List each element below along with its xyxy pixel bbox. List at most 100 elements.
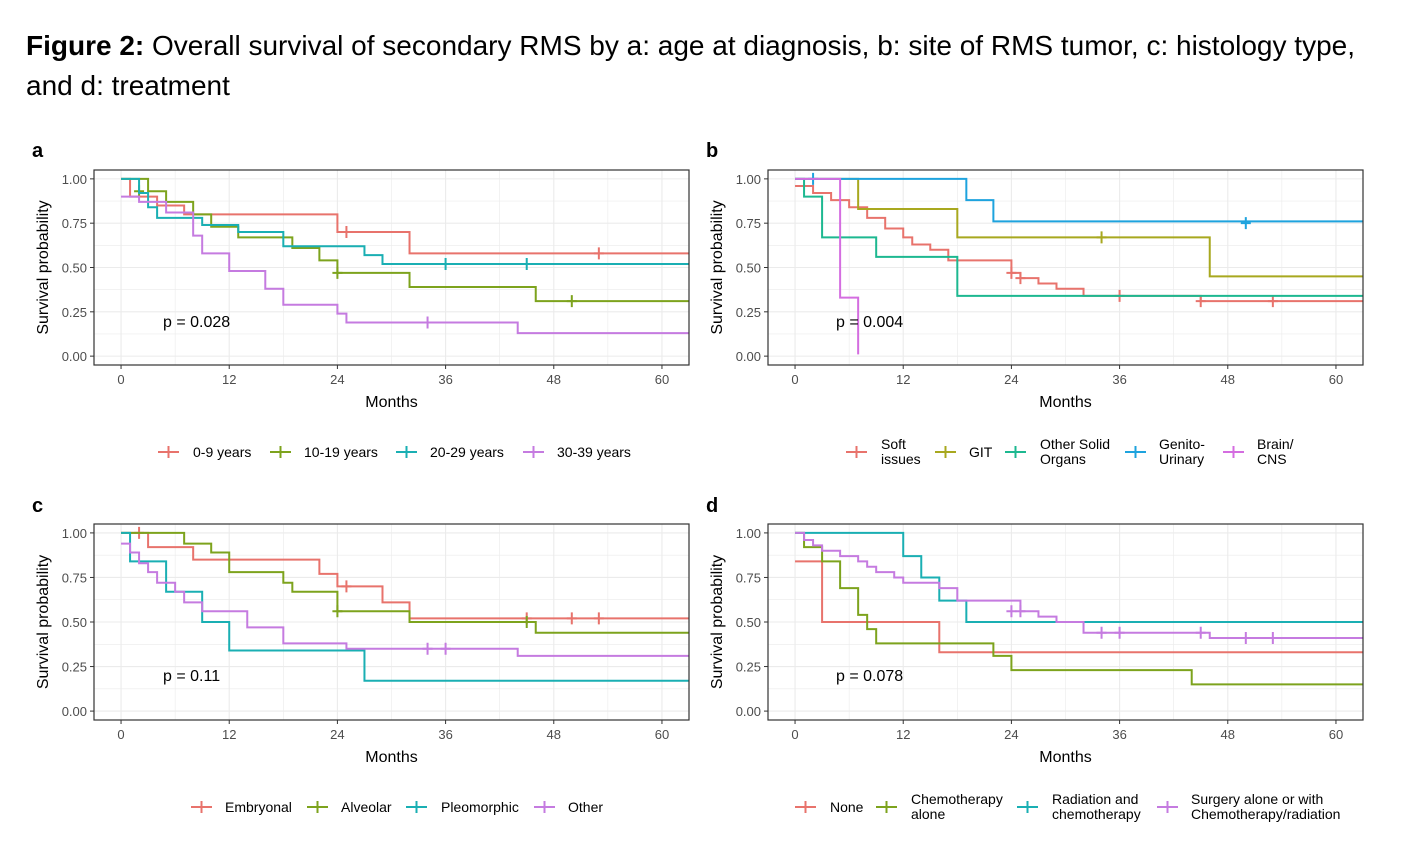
legend: 0-9 years 10-19 years 20-29 years 30-39 yea… bbox=[158, 444, 631, 460]
x-tick-label: 24 bbox=[330, 372, 344, 387]
y-tick-label: 0.75 bbox=[62, 216, 87, 231]
censor-mark bbox=[593, 247, 604, 260]
caption-label: Figure 2: bbox=[26, 30, 145, 61]
gridlines bbox=[94, 524, 689, 720]
survival-curve bbox=[121, 531, 689, 634]
legend-item-2: 10-19 years bbox=[270, 444, 378, 460]
survival-curve bbox=[121, 531, 689, 620]
censor-mark bbox=[566, 612, 577, 625]
x-tick-label: 12 bbox=[896, 372, 910, 387]
y-tick-label: 0.00 bbox=[62, 704, 87, 719]
legend-label: Other bbox=[568, 799, 603, 815]
legend-item-4: Surgery alone or with Chemotherapy/radiat… bbox=[1157, 791, 1340, 822]
legend-item-1: Embryonal bbox=[191, 799, 292, 815]
censor-mark bbox=[1267, 632, 1278, 645]
censor-mark bbox=[593, 612, 604, 625]
y-tick-label: 0.50 bbox=[736, 261, 761, 276]
series-4-group bbox=[121, 542, 689, 657]
x-axis-title: Months bbox=[1039, 749, 1091, 766]
survival-curve bbox=[795, 177, 1363, 297]
legend-item-2: GIT bbox=[935, 444, 993, 460]
x-tick-label: 48 bbox=[547, 727, 561, 742]
censor-mark bbox=[1006, 266, 1017, 279]
censor-mark bbox=[422, 316, 433, 329]
p-value-label: p = 0.004 bbox=[836, 314, 903, 331]
survival-curve bbox=[795, 531, 1363, 623]
series-1-group bbox=[121, 177, 689, 260]
legend-item-2: Chemotherapy alone bbox=[876, 791, 1003, 822]
x-tick-label: 0 bbox=[791, 372, 798, 387]
gridlines bbox=[768, 170, 1363, 365]
legend-label: Embryonal bbox=[225, 799, 292, 815]
series-4-group bbox=[121, 195, 689, 335]
panel-letter: a bbox=[32, 140, 44, 162]
censor-mark bbox=[1267, 295, 1278, 308]
censor-mark bbox=[1096, 626, 1107, 639]
legend-item-4: Other bbox=[534, 799, 603, 815]
x-axis-title: Months bbox=[365, 394, 417, 411]
series-1-group bbox=[795, 184, 1363, 308]
censor-mark bbox=[1195, 626, 1206, 639]
y-tick-label: 1.00 bbox=[62, 172, 87, 187]
legend-label: 20-29 years bbox=[430, 444, 504, 460]
figure-caption: Figure 2: Overall survival of secondary … bbox=[26, 26, 1386, 106]
legend: Soft issues GIT Other Solid Organs Genito-Uri… bbox=[846, 436, 1294, 467]
series-1-group bbox=[121, 526, 689, 625]
legend-label: 30-39 years bbox=[557, 444, 631, 460]
survival-curve bbox=[795, 531, 1363, 686]
p-value-label: p = 0.028 bbox=[163, 314, 230, 331]
gridlines bbox=[94, 170, 689, 365]
p-value-label: p = 0.078 bbox=[836, 668, 903, 685]
y-tick-label: 0.25 bbox=[62, 660, 87, 675]
censor-mark bbox=[440, 642, 451, 655]
x-tick-label: 0 bbox=[117, 372, 124, 387]
legend-item-3: 20-29 years bbox=[396, 444, 504, 460]
x-tick-label: 60 bbox=[655, 372, 669, 387]
y-axis-title: Survival probability bbox=[709, 200, 726, 334]
y-tick-label: 0.00 bbox=[62, 349, 87, 364]
censor-mark bbox=[1015, 272, 1026, 285]
x-tick-label: 60 bbox=[1329, 372, 1343, 387]
censor-mark bbox=[332, 266, 343, 279]
legend-label: GIT bbox=[969, 444, 993, 460]
survival-curve bbox=[121, 177, 689, 265]
censor-mark bbox=[1096, 231, 1107, 244]
x-tick-label: 36 bbox=[1112, 372, 1126, 387]
legend-item-3: Other Solid Organs bbox=[1005, 436, 1110, 467]
x-tick-label: 12 bbox=[222, 372, 236, 387]
legend-item-5: Brain/CNS bbox=[1223, 436, 1294, 467]
panel-letter: b bbox=[706, 140, 718, 162]
x-tick-label: 36 bbox=[438, 372, 452, 387]
y-axis-title: Survival probability bbox=[35, 555, 52, 689]
y-tick-label: 0.25 bbox=[62, 305, 87, 320]
legend-label: Chemotherapy alone bbox=[911, 791, 1003, 822]
legend-label: Genito-Urinary bbox=[1159, 436, 1205, 467]
panel-b: b 0.00 0.25 0.50 0.75 1.00 0 12 24 36 48 60 Months Su… bbox=[706, 140, 1364, 467]
censor-mark bbox=[341, 226, 352, 239]
survival-curve bbox=[795, 177, 1363, 223]
x-tick-label: 60 bbox=[655, 727, 669, 742]
series-3-group bbox=[121, 177, 689, 270]
y-tick-label: 0.50 bbox=[62, 615, 87, 630]
survival-curve bbox=[795, 177, 1363, 278]
legend-item-2: Alveolar bbox=[307, 799, 392, 815]
series-2-group bbox=[121, 531, 689, 634]
series-4-group bbox=[795, 531, 1363, 645]
y-tick-label: 0.25 bbox=[736, 305, 761, 320]
censor-mark bbox=[1114, 626, 1125, 639]
y-tick-label: 0.00 bbox=[736, 349, 761, 364]
series-2-group bbox=[795, 177, 1363, 278]
y-tick-label: 0.00 bbox=[736, 704, 761, 719]
y-axis-title: Survival probability bbox=[709, 555, 726, 689]
x-tick-label: 24 bbox=[1004, 727, 1018, 742]
series-5-group bbox=[795, 177, 860, 355]
panel-a: a 0.00 0.25 0.50 0.75 1.00 0 12 24 36 48 60 Months Su… bbox=[32, 140, 690, 460]
y-tick-label: 0.75 bbox=[736, 570, 761, 585]
legend-label: Radiation and chemotherapy bbox=[1052, 791, 1141, 822]
legend-label: 10-19 years bbox=[304, 444, 378, 460]
panel-letter: d bbox=[706, 495, 718, 517]
p-value-label: p = 0.11 bbox=[163, 668, 220, 685]
x-axis-title: Months bbox=[365, 749, 417, 766]
censor-mark bbox=[566, 295, 577, 308]
x-tick-label: 0 bbox=[117, 727, 124, 742]
